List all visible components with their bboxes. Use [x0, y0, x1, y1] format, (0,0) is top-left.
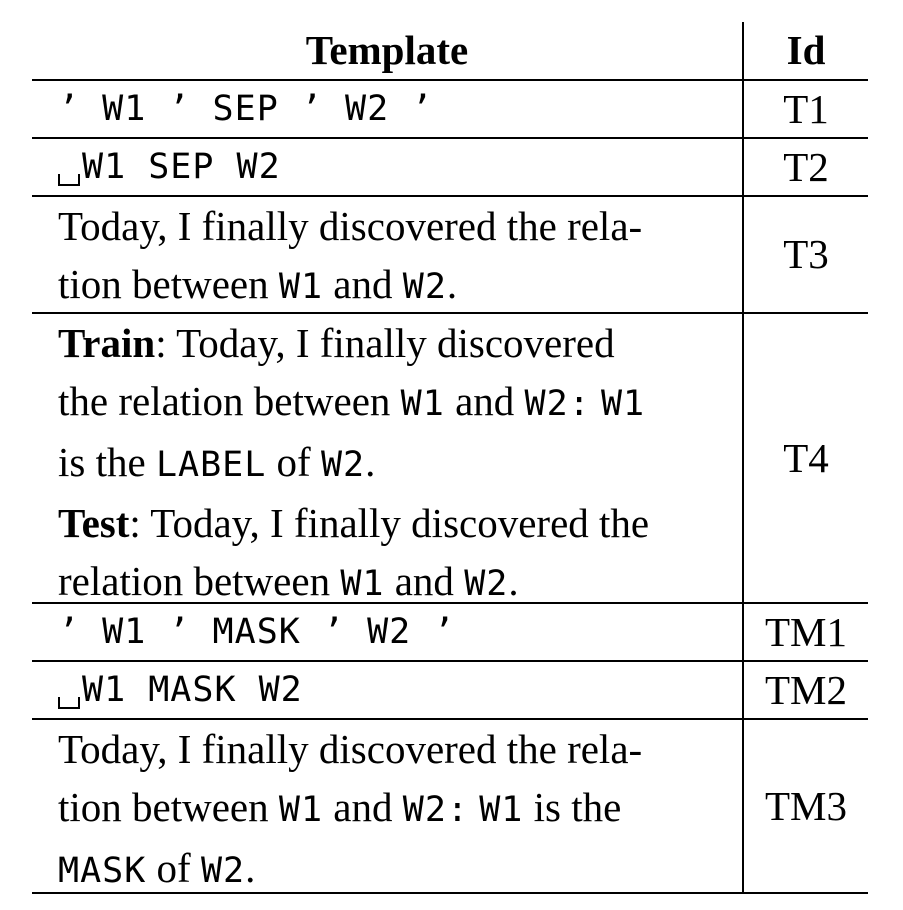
header-template: Template: [305, 27, 469, 73]
table-rule-bottom: [32, 892, 868, 894]
table-row-tm3: Today, I finally discovered the rela- ti…: [32, 720, 868, 892]
id-cell: T2: [783, 144, 829, 190]
table-row-tm1: ’ W1 ’ MASK ’ W2 ’ TM1: [32, 604, 868, 660]
template-cell: Today, I finally discovered the rela- ti…: [58, 726, 643, 891]
header-id: Id: [786, 27, 826, 73]
id-cell: T1: [783, 86, 829, 132]
template-cell: Train: Today, I finally discovered the r…: [58, 320, 650, 604]
test-label: Test: [58, 500, 130, 546]
table-rule-t3-bottom: [32, 312, 868, 314]
space-symbol-icon: [58, 697, 80, 709]
template-cell: ’ W1 ’ MASK ’ W2 ’: [58, 612, 456, 652]
id-cell: T3: [783, 231, 829, 277]
table-header-row: Template Id: [32, 22, 868, 79]
table-rule-t1-bottom: [32, 137, 868, 139]
table-row-t3: Today, I finally discovered the rela- ti…: [32, 197, 868, 312]
id-cell: T4: [783, 435, 829, 481]
train-label: Train: [58, 320, 156, 366]
template-cell: ’ W1 ’ SEP ’ W2 ’: [58, 89, 434, 129]
id-cell: TM1: [765, 609, 847, 655]
table-row-t1: ’ W1 ’ SEP ’ W2 ’ T1: [32, 81, 868, 137]
table-column-divider: [742, 22, 744, 894]
table-row-tm2: W1 MASK W2 TM2: [32, 662, 868, 718]
table-rule-t4-bottom: [32, 602, 868, 604]
id-cell: TM3: [765, 783, 847, 829]
template-cell: W1 SEP W2: [58, 139, 716, 195]
space-symbol-icon: [58, 174, 80, 186]
table-row-t4: Train: Today, I finally discovered the r…: [32, 314, 868, 604]
template-cell: Today, I finally discovered the rela- ti…: [58, 203, 643, 307]
template-cell: W1 MASK W2: [58, 662, 716, 718]
id-cell: TM2: [765, 667, 847, 713]
table-rule-t2-bottom: [32, 195, 868, 197]
table-rule-header-bottom: [32, 79, 868, 81]
table-rule-tm1-bottom: [32, 660, 868, 662]
table-row-t2: W1 SEP W2 T2: [32, 139, 868, 195]
table-rule-tm2-bottom: [32, 718, 868, 720]
